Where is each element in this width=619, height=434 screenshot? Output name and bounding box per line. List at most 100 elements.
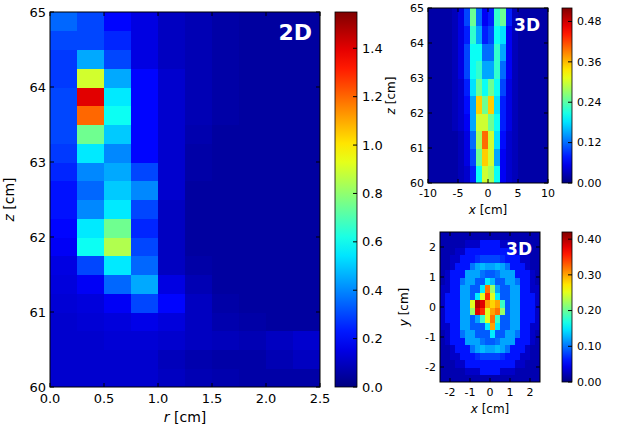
x-tick-label: 0: [487, 386, 494, 399]
x-tick-top: [428, 8, 429, 12]
cell: [490, 285, 496, 293]
colorbar-tick: [353, 338, 357, 339]
cell: [455, 300, 461, 308]
cell: [452, 131, 459, 149]
cell: [77, 350, 105, 369]
cell: [485, 315, 491, 323]
colorbar-tick-label: 0.0: [362, 380, 383, 395]
cell: [506, 8, 513, 26]
cell: [505, 375, 511, 383]
cell: [490, 232, 496, 240]
colorbar-tick-label: 0.00: [577, 177, 602, 190]
cell: [536, 78, 543, 96]
cell: [485, 300, 491, 308]
cell: [500, 345, 506, 353]
cell: [495, 345, 501, 353]
cell: [458, 26, 465, 44]
cell: [525, 322, 531, 330]
cell: [158, 50, 186, 69]
cell: [535, 330, 540, 338]
cell: [50, 350, 78, 369]
cell: [50, 218, 78, 237]
cell: [446, 78, 453, 96]
cell: [505, 367, 511, 375]
cell: [450, 367, 456, 375]
cell: [470, 345, 476, 353]
cell: [266, 143, 294, 162]
cell: [464, 26, 471, 44]
x-tick-top: [50, 12, 51, 16]
cell: [520, 292, 526, 300]
cell: [445, 360, 451, 368]
cell: [525, 352, 531, 360]
cell: [530, 131, 537, 149]
colorbar-tick-label: 0.10: [577, 340, 602, 353]
cell: [505, 277, 511, 285]
cell: [104, 68, 132, 87]
cell: [185, 106, 213, 125]
cell: [464, 96, 471, 114]
cell: [510, 330, 516, 338]
cell: [293, 275, 320, 294]
cell: [455, 375, 461, 383]
cell: [185, 237, 213, 256]
cell: [536, 113, 543, 131]
cell: [525, 345, 531, 353]
cell: [446, 8, 453, 26]
cell: [510, 307, 516, 315]
cell: [500, 61, 507, 79]
cell: [485, 360, 491, 368]
cell: [50, 12, 78, 31]
cell: [482, 43, 489, 61]
cell: [450, 292, 456, 300]
cell: [510, 270, 516, 278]
x-tick-label: 0: [485, 187, 492, 200]
cell: [464, 113, 471, 131]
cell: [158, 331, 186, 350]
cell: [452, 26, 459, 44]
cell: [104, 293, 132, 312]
colorbar-tick-label: 0.40: [577, 233, 602, 246]
cell: [500, 26, 507, 44]
cell: [185, 200, 213, 219]
x-tick: [212, 383, 213, 387]
cell: [515, 285, 521, 293]
cell: [518, 96, 525, 114]
cell: [482, 26, 489, 44]
cell: [434, 26, 441, 44]
cell: [158, 125, 186, 144]
cell: [510, 367, 516, 375]
cell: [460, 247, 466, 255]
cell: [488, 78, 495, 96]
cell: [515, 270, 521, 278]
cell: [500, 131, 507, 149]
cell: [452, 113, 459, 131]
cell: [104, 237, 132, 256]
cell: [476, 96, 483, 114]
y-tick-label: 64: [410, 37, 424, 50]
y-tick-right: [536, 337, 540, 338]
colorbar-tick: [568, 382, 572, 383]
cell: [494, 61, 501, 79]
cell: [428, 61, 435, 79]
cell: [505, 300, 511, 308]
cell: [458, 43, 465, 61]
y-tick-right: [544, 78, 548, 79]
x-tick: [50, 383, 51, 387]
cell: [446, 148, 453, 166]
cell: [510, 315, 516, 323]
colorbar: [562, 232, 572, 382]
cell: [131, 331, 159, 350]
cell: [158, 31, 186, 50]
colorbar-tick: [353, 290, 357, 291]
cell: [490, 345, 496, 353]
x-tick-label: 1.0: [148, 391, 169, 406]
cell: [482, 113, 489, 131]
cell: [460, 307, 466, 315]
cell: [131, 200, 159, 219]
y-tick-label: 62: [29, 230, 46, 245]
plot-frame: [428, 8, 548, 183]
y-axis-title: y [cm]: [397, 288, 411, 328]
cell: [510, 352, 516, 360]
colorbar-tick-label: 0.24: [577, 96, 602, 109]
